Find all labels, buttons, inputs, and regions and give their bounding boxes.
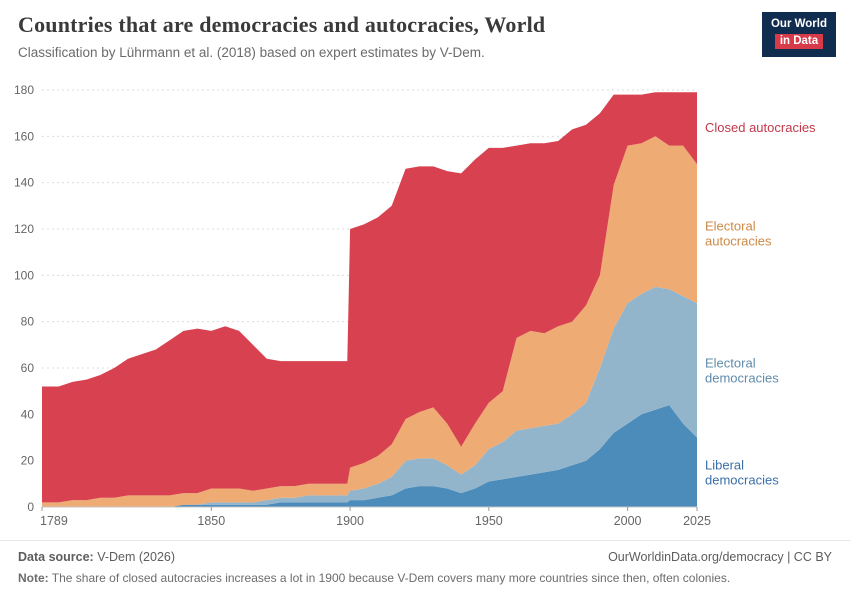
x-tick-label-1789: 1789 (40, 514, 68, 528)
y-tick-label-0: 0 (27, 500, 34, 514)
owid-url-link[interactable]: OurWorldinData.org/democracy | CC BY (608, 550, 832, 564)
y-tick-label-140: 140 (14, 176, 34, 190)
x-tick-label-2000: 2000 (614, 514, 642, 528)
area-electoral-autocracies (42, 136, 697, 508)
y-tick-label-160: 160 (14, 129, 34, 143)
legend-label-liberal-democracies: Liberal (705, 457, 744, 472)
x-tick-label-1900: 1900 (336, 514, 364, 528)
area-electoral-democracies (42, 286, 697, 507)
x-tick-label-2025: 2025 (683, 514, 711, 528)
stacked-area-chart: 0 20 40 60 80 100 120 140 160 180 1789 1850 1900 1950… (0, 78, 850, 538)
y-tick-label-20: 20 (21, 454, 35, 468)
legend-label-electoral-democracies: Electoral (705, 355, 756, 370)
data-source: Data source: V-Dem (2026) (18, 550, 175, 564)
x-tick-label-1850: 1850 (197, 514, 225, 528)
legend-label-closed-autocracies: Closed autocracies (705, 120, 816, 135)
chart-header: Countries that are democracies and autoc… (18, 12, 836, 60)
legend-label-electoral-autocracies: autocracies (705, 234, 772, 249)
note-label: Note: (18, 571, 49, 585)
y-tick-label-80: 80 (21, 315, 35, 329)
legend-label-liberal-democracies: democracies (705, 472, 779, 487)
chart-subtitle: Classification by Lührmann et al. (2018)… (18, 45, 485, 60)
legend-label-electoral-democracies: democracies (705, 370, 779, 385)
y-tick-label-120: 120 (14, 222, 34, 236)
page-title: Countries that are democracies and autoc… (18, 12, 546, 37)
y-tick-label-180: 180 (14, 83, 34, 97)
note-text: The share of closed autocracies increase… (48, 571, 731, 585)
x-tick-label-1950: 1950 (475, 514, 503, 528)
source-row: Data source: V-Dem (2026) OurWorldinData… (18, 550, 832, 564)
area-closed-autocracies (42, 92, 697, 503)
chart-footer: Data source: V-Dem (2026) OurWorldinData… (0, 540, 850, 585)
title-block: Countries that are democracies and autoc… (18, 12, 545, 60)
chart-note: Note: The share of closed autocracies in… (18, 571, 832, 585)
y-tick-label-60: 60 (21, 361, 35, 375)
data-source-label: Data source: (18, 550, 94, 564)
y-tick-label-40: 40 (21, 407, 35, 421)
data-source-value: V-Dem (2026) (93, 550, 176, 564)
chart-canvas: 0 20 40 60 80 100 120 140 160 180 1789 1850 1900 1950… (14, 83, 816, 528)
owid-logo[interactable]: Our World in Data (761, 12, 836, 57)
owid-logo-line1: Our World (770, 18, 827, 30)
y-tick-label-100: 100 (14, 268, 34, 282)
legend-label-electoral-autocracies: Electoral (705, 219, 756, 234)
area-liberal-democracies (42, 405, 697, 507)
owid-logo-line2: in Data (774, 34, 824, 50)
